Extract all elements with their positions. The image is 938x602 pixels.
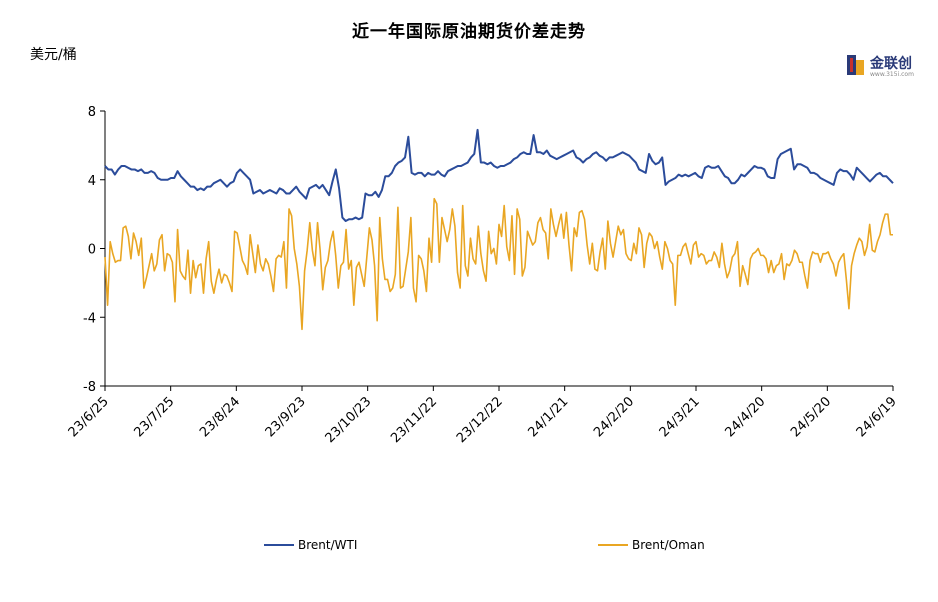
y-axis-unit-label: 美元/桶 — [30, 47, 77, 63]
legend-swatch-brent-wti — [264, 544, 294, 546]
x-tick-label: 24/3/21 — [657, 394, 703, 440]
legend-item-brent-oman: Brent/Oman — [598, 538, 705, 552]
x-tick-label: 24/5/20 — [788, 394, 834, 440]
y-tick-label: 8 — [88, 105, 96, 120]
series-line-brent-oman — [104, 197, 893, 331]
x-tick-label: 23/11/22 — [388, 394, 440, 446]
legend-item-brent-wti: Brent/WTI — [264, 538, 357, 552]
x-tick-label: 24/2/20 — [591, 394, 637, 440]
x-tick-label: 23/7/25 — [131, 394, 177, 440]
chart-axes: 8 4 0 -4 -823/6/25 23/7/25 23/8/24 23/9/23 23/10… — [66, 105, 900, 446]
x-tick-label: 24/1/21 — [525, 394, 571, 440]
series-line-brent-wti — [104, 128, 894, 222]
y-tick-label: -4 — [83, 311, 96, 326]
legend-label-brent-wti: Brent/WTI — [298, 538, 358, 552]
logo-text: 金联创 — [870, 56, 912, 72]
chart-title: 近一年国际原油期货价差走势 — [352, 22, 586, 42]
x-tick-label: 24/4/20 — [722, 394, 768, 440]
y-tick-label: -8 — [83, 380, 96, 395]
brand-logo: 金联创 www.315i.com — [844, 50, 916, 82]
x-tick-label: 24/6/19 — [854, 394, 900, 440]
legend-label-brent-oman: Brent/Oman — [632, 538, 705, 552]
y-tick-label: 0 — [88, 243, 96, 258]
x-tick-label: 23/8/24 — [197, 394, 243, 440]
x-tick-label: 23/10/23 — [323, 394, 375, 446]
legend-swatch-brent-oman — [598, 544, 628, 546]
series-layer — [104, 128, 894, 331]
x-tick-label: 23/9/23 — [263, 394, 309, 440]
y-tick-label: 4 — [88, 174, 96, 189]
logo-subtext: www.315i.com — [870, 71, 914, 78]
x-tick-label: 23/6/25 — [66, 394, 112, 440]
logo-mark-icon — [847, 55, 864, 75]
x-tick-label: 23/12/22 — [454, 394, 506, 446]
